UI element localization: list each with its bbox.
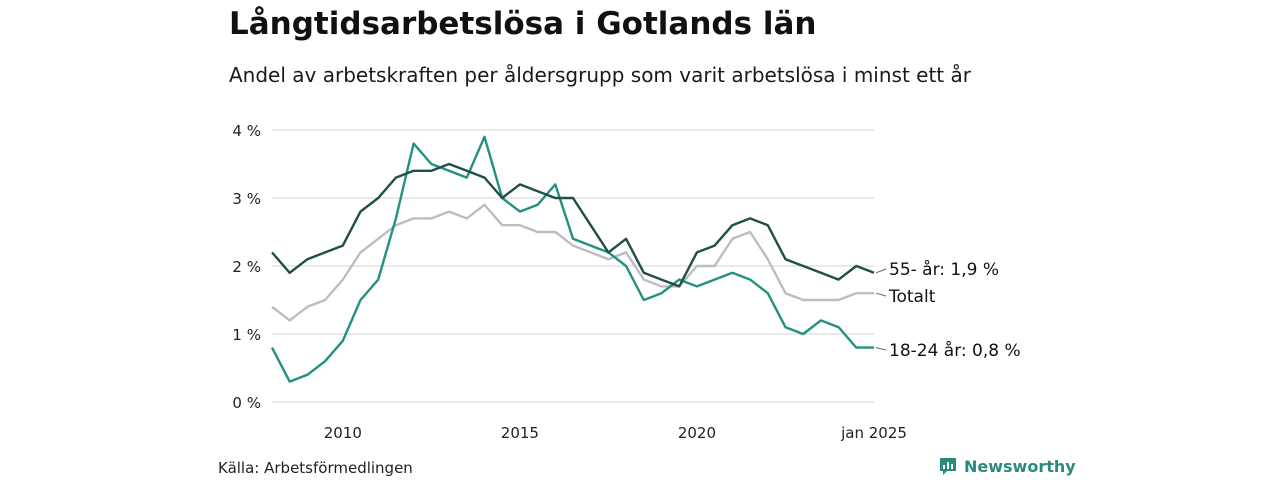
series-line	[271, 162, 875, 288]
series-end-labels: 55- år: 1,9 % Totalt 18-24 år: 0,8 %	[875, 259, 1021, 361]
x-tick-label: 2015	[501, 424, 539, 442]
x-tick-label: 2020	[678, 424, 716, 442]
series-end-label: 55- år: 1,9 %	[889, 259, 999, 280]
y-tick-label: 2 %	[232, 258, 261, 276]
x-axis: 2010 2015 2020 jan 2025	[324, 424, 907, 442]
x-tick-label: 2010	[324, 424, 362, 442]
chart-subtitle: Andel av arbetskraften per åldersgrupp s…	[229, 63, 971, 87]
series-line	[271, 203, 874, 322]
end-label-leader	[875, 292, 887, 297]
brand-logo[interactable]: Newsworthy	[938, 456, 1076, 476]
y-tick-label: 4 %	[232, 122, 261, 140]
y-tick-label: 0 %	[232, 394, 261, 412]
series-line	[270, 135, 874, 383]
end-label-leader	[875, 347, 887, 351]
x-tick-label: jan 2025	[840, 424, 907, 442]
end-label-leader	[875, 268, 887, 274]
newsworthy-logo-icon	[940, 458, 956, 475]
brand-name: Newsworthy	[964, 456, 1076, 476]
grid-lines	[272, 129, 874, 403]
series-end-label: Totalt	[888, 287, 936, 307]
chart-title: Långtidsarbetslösa i Gotlands län	[229, 6, 817, 42]
series-lines	[270, 135, 875, 383]
y-tick-label: 1 %	[232, 326, 261, 344]
source-note: Källa: Arbetsförmedlingen	[218, 459, 413, 477]
series-end-label: 18-24 år: 0,8 %	[889, 340, 1021, 361]
y-axis: 0 % 1 % 2 % 3 % 4 %	[232, 122, 261, 412]
y-tick-label: 3 %	[232, 190, 261, 208]
